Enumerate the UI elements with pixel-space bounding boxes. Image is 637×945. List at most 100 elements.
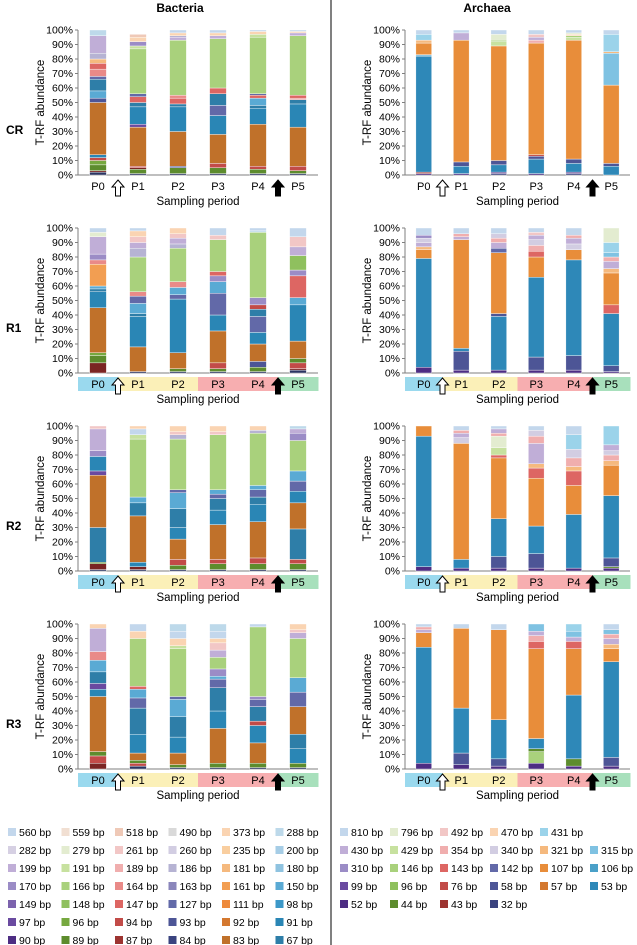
bar-segment <box>209 38 227 89</box>
bar-segment <box>528 173 545 176</box>
bar-segment <box>249 31 267 35</box>
legend-item: 321 bp <box>540 845 583 857</box>
bar-segment <box>209 134 227 164</box>
bar-segment <box>129 638 147 687</box>
bar-segment <box>565 758 582 767</box>
bar-segment <box>490 242 507 249</box>
bar-segment <box>129 102 147 108</box>
bar-segment <box>129 227 147 232</box>
bar-segment <box>209 239 227 272</box>
bar-segment <box>169 371 187 374</box>
bar-segment <box>453 559 470 569</box>
bar-segment <box>89 660 107 673</box>
legend-swatch <box>222 828 230 836</box>
bar-segment <box>169 699 187 718</box>
bar-segment <box>453 351 470 371</box>
bar-segment <box>490 160 507 166</box>
y-tick-label: 50% <box>379 97 400 109</box>
legend-swatch <box>61 846 70 854</box>
legend-label: 96 bp <box>73 917 99 929</box>
legend-item: 111 bp <box>222 899 264 911</box>
bar-segment <box>490 369 507 374</box>
bar-segment <box>169 103 187 108</box>
legend-label: 199 bp <box>19 863 51 875</box>
y-tick-label: 50% <box>379 691 400 703</box>
bar-p0 <box>89 29 107 176</box>
y-tick-label: 80% <box>52 252 73 264</box>
bar-segment <box>289 275 307 298</box>
legend-swatch <box>168 936 177 944</box>
y-tick-label: 10% <box>52 551 73 563</box>
bar-segment <box>490 623 507 631</box>
bar-p0 <box>415 227 432 374</box>
bar-segment <box>603 644 620 649</box>
x-tick-label: P2 <box>171 379 184 391</box>
legend-item: 76 bp <box>440 881 477 893</box>
bar-segment <box>415 425 432 437</box>
bar-segment <box>129 96 147 103</box>
bar-segment <box>603 557 620 567</box>
y-axis-label: T-RF abundance <box>362 60 374 146</box>
bar-segment <box>169 736 187 754</box>
legend-label: 354 bp <box>451 845 483 857</box>
bar-segment <box>528 235 545 240</box>
period-band-p1 <box>118 575 159 589</box>
bar-segment <box>209 687 227 712</box>
bar-segment <box>89 475 107 528</box>
bar-segment <box>209 330 227 364</box>
bar-segment <box>89 288 107 292</box>
legend-swatch <box>168 864 177 872</box>
legend-item: 186 bp <box>168 863 212 875</box>
bar-segment <box>129 434 147 440</box>
y-tick-label: 40% <box>379 112 400 124</box>
period-band-p0 <box>405 575 443 589</box>
bar-segment <box>289 304 307 342</box>
bar-segment <box>453 39 470 163</box>
x-tick-label: P0 <box>417 577 430 589</box>
y-tick-label: 90% <box>52 435 73 447</box>
legend-swatch <box>275 846 284 854</box>
bar-segment <box>490 435 507 448</box>
bar-segment <box>453 425 470 431</box>
legend-item: 149 bp <box>8 899 51 911</box>
legend-swatch <box>61 918 70 926</box>
bar-segment <box>209 105 227 116</box>
bar-p5 <box>289 29 307 176</box>
y-tick-label: 60% <box>379 677 400 689</box>
legend-swatch <box>340 828 348 836</box>
bar-segment <box>169 166 187 168</box>
legend-swatch <box>390 882 398 890</box>
bar-p5 <box>289 425 307 572</box>
bar-segment <box>129 173 147 176</box>
bar-p0 <box>415 623 432 770</box>
y-tick-label: 60% <box>52 479 73 491</box>
bar-segment <box>209 489 227 495</box>
legend-label: 810 bp <box>351 827 383 839</box>
bar-segment <box>528 34 545 38</box>
period-band-p2 <box>158 773 199 787</box>
bar-segment <box>129 697 147 709</box>
bar-segment <box>89 76 107 80</box>
legend-item: 430 bp <box>340 845 383 857</box>
y-tick-label: 50% <box>379 295 400 307</box>
bar-segment <box>528 763 545 770</box>
bar-segment <box>289 358 307 364</box>
bar-segment <box>565 243 582 250</box>
legend-swatch <box>8 882 16 890</box>
bar-p3 <box>528 623 545 770</box>
bar-segment <box>289 748 307 764</box>
bar-segment <box>490 629 507 720</box>
bar-segment <box>209 167 227 174</box>
y-tick-label: 70% <box>379 266 400 278</box>
legend-label: 559 bp <box>73 827 105 839</box>
bar-segment <box>528 435 545 444</box>
bar-segment <box>169 37 187 41</box>
bar-segment <box>528 356 545 371</box>
legend-swatch <box>490 864 498 872</box>
bar-segment <box>249 304 267 310</box>
bar-segment <box>89 527 107 563</box>
period-band-p5 <box>278 773 319 787</box>
legend-item: 83 bp <box>222 935 259 945</box>
legend-item: 96 bp <box>61 917 99 929</box>
y-tick-label: 90% <box>379 39 400 51</box>
